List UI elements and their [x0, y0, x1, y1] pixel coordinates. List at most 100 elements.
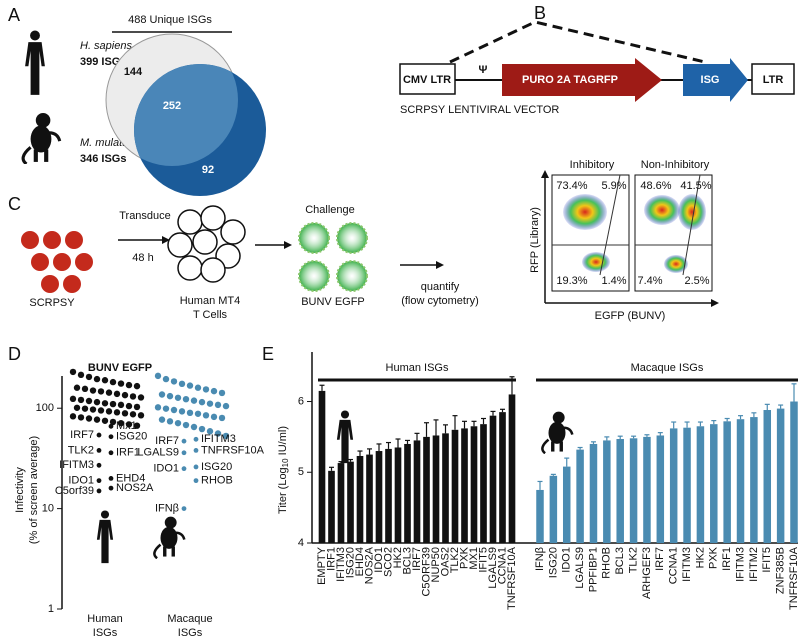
x-tick-label: IFITM3 [734, 547, 746, 582]
y-tick-label: 10 [42, 503, 54, 515]
bar [375, 451, 383, 543]
x-tick-label: EMPTY [316, 546, 328, 585]
x-tick-label: C5ORF39 [420, 547, 432, 597]
dot [170, 406, 178, 414]
dot [193, 464, 199, 470]
x-tick-label: NOS2A [363, 546, 375, 584]
x-tick-label: PXK [708, 546, 720, 569]
bar [451, 429, 459, 543]
dot [117, 401, 125, 409]
dot [125, 381, 133, 389]
step-label: T Cells [193, 309, 228, 321]
dot [133, 403, 141, 411]
dot [105, 408, 113, 415]
x-tick-label: PXK [458, 546, 470, 569]
bar [736, 419, 745, 543]
dot [85, 415, 93, 422]
bar [629, 438, 638, 543]
group-label: Human ISGs [386, 362, 449, 374]
dot [108, 434, 114, 440]
dot-label: IDO1 [153, 463, 179, 475]
bar [763, 410, 772, 543]
dot [186, 382, 194, 389]
dot [81, 385, 89, 393]
dot [121, 391, 129, 399]
arrow-head [162, 236, 170, 244]
dot [108, 423, 114, 429]
x-tick-label: MX1 [468, 547, 480, 570]
dot [206, 400, 214, 407]
x-tick-label: OAS2 [439, 547, 451, 576]
dot [133, 382, 141, 390]
dot-label: IFNβ [155, 503, 179, 515]
flow-y-label: RFP (Library) [529, 207, 541, 273]
dot [181, 466, 187, 472]
dot [93, 375, 101, 383]
dot [109, 418, 117, 426]
dot [117, 380, 125, 387]
dot [77, 371, 85, 379]
human-icon [96, 510, 114, 564]
flow-title: Inhibitory [570, 159, 615, 171]
dot-label: TNFRSF10A [201, 444, 265, 456]
scrpsy-virions [21, 231, 93, 293]
x-tick-label: IRF1 [325, 547, 337, 571]
bar [589, 443, 598, 543]
dot [101, 400, 109, 407]
species-count: 399 ISGs [80, 56, 126, 68]
quadrant-percent: 19.3% [556, 275, 587, 287]
x-tick-label: IFITM2 [748, 547, 760, 582]
bar [489, 415, 497, 543]
dot [129, 393, 137, 400]
dot [193, 436, 199, 442]
step-label: Human MT4 [180, 295, 241, 307]
element-label: CMV LTR [403, 74, 451, 86]
dot [81, 405, 89, 412]
bar [480, 424, 487, 543]
macaque-icon [541, 410, 574, 454]
x-tick-label: HK2 [392, 547, 404, 568]
dot [154, 404, 162, 411]
dot [214, 430, 222, 437]
dot [129, 411, 137, 418]
dot [77, 414, 85, 421]
quadrant-percent: 1.4% [601, 275, 626, 287]
x-tick-label: CCNA1 [668, 547, 680, 584]
x-tick-label: BCL3 [614, 547, 626, 575]
y-tick-label: 4 [298, 537, 304, 549]
dot [222, 432, 230, 440]
dot-label: IFITM3 [59, 459, 94, 471]
x-tick-label: IFITM3 [681, 547, 693, 582]
quadrant-percent: 5.9% [601, 180, 626, 192]
dot [193, 478, 199, 484]
dot [214, 401, 222, 409]
dot [69, 413, 77, 420]
dot [193, 448, 199, 453]
dot [190, 397, 198, 404]
bar [508, 394, 516, 543]
bar [562, 466, 571, 543]
macaque-icon [153, 515, 186, 559]
dot [101, 417, 109, 424]
dot [96, 432, 102, 438]
dot [181, 450, 187, 456]
dot-label: TLK2 [68, 444, 94, 456]
dot [96, 462, 102, 468]
x-tick-label: TLK2 [627, 547, 639, 573]
dot [96, 478, 102, 484]
dot [89, 406, 97, 413]
venn-count: 144 [124, 66, 143, 78]
quadrant-percent: 41.5% [680, 180, 711, 192]
species-count: 346 ISGs [80, 153, 126, 165]
dot [108, 475, 114, 481]
dot [158, 391, 166, 398]
dot [178, 380, 186, 388]
y-axis-label: Infectivity [14, 467, 26, 513]
dot [162, 375, 170, 383]
x-tick-label: BCL3 [401, 547, 413, 575]
element-box [751, 63, 795, 95]
bar [683, 427, 691, 543]
dot [174, 419, 182, 427]
